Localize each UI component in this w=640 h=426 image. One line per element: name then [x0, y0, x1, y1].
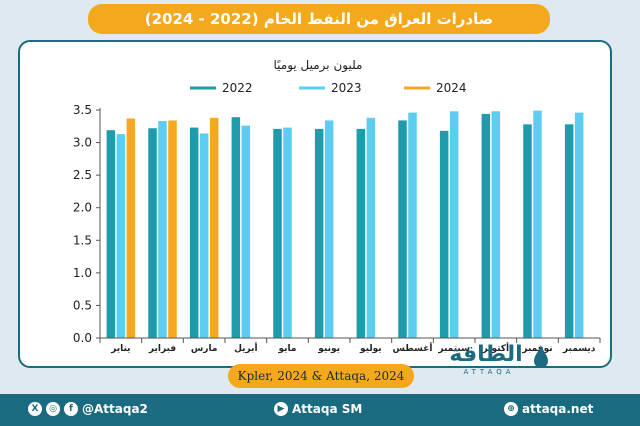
bar-2022-3 [189, 127, 199, 339]
bar-2023-3 [199, 133, 209, 338]
y-tick-label: 3.5 [73, 103, 92, 117]
chart-title: مليون برميل يوميًا [273, 58, 362, 73]
facebook-icon[interactable]: f [64, 402, 78, 416]
drop-icon [534, 346, 548, 368]
source-label: Kpler, 2024 & Attaqa, 2024 [228, 364, 414, 388]
x-axis: يناير فبراير مارس أبريل مايو يونيو يوليو أغسطس س… [99, 337, 601, 354]
bar-2023-4 [241, 125, 251, 339]
legend-label-2023: 2023 [331, 81, 362, 95]
instagram-icon[interactable]: ◎ [46, 402, 60, 416]
y-tick-label: 0.0 [73, 331, 92, 345]
x-tick-label: مايو [278, 344, 297, 354]
bar-2024-3 [209, 117, 219, 339]
x-tick-label: يناير [110, 344, 130, 354]
x-tick-label: مارس [191, 344, 218, 354]
social-handle[interactable]: @Attaqa2 [82, 402, 148, 416]
bar-2023-9 [449, 111, 459, 338]
chart-card: مليون برميل يوميًا 2022 2023 2024 0.0 0.5 1.… [18, 40, 612, 368]
bar-2022-10 [481, 113, 491, 338]
youtube-link[interactable]: ▶ Attaqa SM [274, 402, 362, 416]
footer-bar: X ◎ f @Attaqa2 ▶ Attaqa SM ⊕ attaqa.net [0, 394, 640, 426]
y-tick-label: 2.0 [73, 201, 92, 215]
bar-2023-7 [366, 117, 376, 339]
bar-2022-12 [564, 124, 574, 339]
x-tick-label: أكتوبر [482, 342, 510, 354]
bar-2022-8 [398, 120, 407, 339]
bar-2023-5 [283, 127, 292, 339]
x-tick-label: فبراير [148, 344, 176, 354]
social-links: X ◎ f @Attaqa2 [28, 402, 148, 416]
x-tick-label: أبريل [234, 342, 257, 354]
bar-2022-2 [148, 128, 157, 338]
y-axis: 0.0 0.5 1.0 1.5 2.0 2.5 3.0 3.5 [73, 103, 101, 345]
bar-2023-8 [408, 112, 417, 338]
bar-2023-11 [533, 110, 542, 338]
y-tick-label: 1.5 [73, 233, 92, 247]
bar-2022-7 [356, 128, 366, 338]
bar-2023-10 [491, 111, 501, 338]
bar-2022-4 [231, 117, 241, 338]
logo-subtext: ATTAQA [463, 368, 515, 376]
bar-2023-1 [116, 134, 126, 338]
bar-2022-11 [523, 124, 532, 339]
bar-2022-6 [314, 128, 324, 338]
chart-legend: 2022 2023 2024 [190, 81, 467, 95]
bar-2022-1 [106, 130, 116, 338]
legend-label-2024: 2024 [436, 81, 467, 95]
bar-2023-2 [158, 121, 167, 339]
attaqa-logo: الطاقة ATTAQA [440, 342, 550, 382]
bar-2022-9 [439, 130, 449, 338]
logo-text: الطاقة [449, 342, 523, 367]
x-tick-label: يوليو [359, 344, 382, 354]
bars [106, 110, 584, 339]
x-icon[interactable]: X [28, 402, 42, 416]
x-tick-label: ديسمبر [562, 344, 596, 354]
bar-chart: مليون برميل يوميًا 2022 2023 2024 0.0 0.5 1.… [73, 58, 601, 354]
bar-2023-6 [324, 120, 334, 339]
y-tick-label: 1.0 [73, 266, 92, 280]
bar-2024-2 [168, 120, 177, 339]
globe-icon: ⊕ [504, 402, 518, 416]
x-tick-label: نوفمبر [521, 344, 552, 354]
x-tick-label: سبتمبر [437, 344, 470, 354]
x-tick-label: أغسطس [393, 342, 433, 354]
y-tick-label: 2.5 [73, 168, 92, 182]
page-title: صادرات العراق من النفط الخام (2022 - 202… [88, 4, 550, 34]
website-url: attaqa.net [522, 402, 594, 416]
bar-2024-1 [126, 118, 136, 339]
legend-label-2022: 2022 [222, 81, 253, 95]
x-tick-label: يونيو [317, 344, 340, 354]
bar-2022-5 [273, 128, 282, 338]
y-tick-label: 0.5 [73, 298, 92, 312]
youtube-handle: Attaqa SM [292, 402, 363, 416]
bar-2023-12 [574, 112, 584, 338]
youtube-icon: ▶ [274, 402, 288, 416]
website-link[interactable]: ⊕ attaqa.net [504, 402, 593, 416]
y-tick-label: 3.0 [73, 136, 92, 150]
